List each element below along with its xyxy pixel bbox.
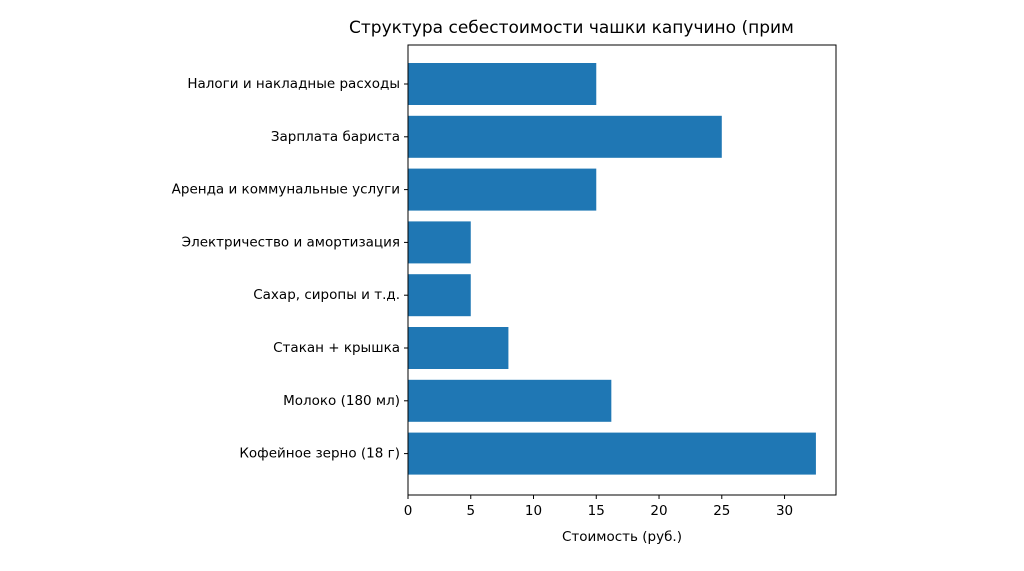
chart-title: Структура себестоимости чашки капучино (… [349, 18, 794, 38]
x-tick-label: 15 [588, 503, 605, 519]
y-tick-label: Электричество и амортизация [182, 234, 400, 250]
x-tick-label: 10 [525, 503, 542, 519]
y-tick-label: Стакан + крышка [273, 340, 400, 356]
bar [408, 63, 597, 105]
y-tick-label: Сахар, сиропы и т.д. [253, 287, 400, 303]
x-tick-label: 25 [713, 503, 730, 519]
x-tick-label: 5 [466, 503, 475, 519]
bar [408, 379, 612, 422]
x-tick-label: 30 [776, 503, 793, 519]
y-tick-label: Кофейное зерно (18 г) [239, 446, 400, 462]
y-tick-label: Налоги и накладные расходы [187, 76, 400, 92]
bar [408, 221, 471, 264]
y-tick-label: Аренда и коммунальные услуги [172, 182, 400, 198]
x-axis-label: Стоимость (руб.) [562, 529, 682, 545]
bar [408, 327, 509, 369]
bar [408, 432, 816, 475]
bars-group [408, 63, 816, 475]
y-tick-label: Зарплата бариста [271, 129, 400, 145]
bar [408, 274, 471, 317]
plot-frame [407, 44, 837, 496]
bar [408, 168, 597, 211]
y-tick-label: Молоко (180 мл) [283, 393, 400, 409]
x-axis: 0 5 10 15 20 25 30 [404, 495, 793, 519]
x-tick-label: 0 [404, 503, 413, 519]
bar [408, 115, 722, 158]
y-axis: Налоги и накладные расходы Зарплата барис… [172, 76, 408, 462]
x-tick-label: 20 [650, 503, 667, 519]
